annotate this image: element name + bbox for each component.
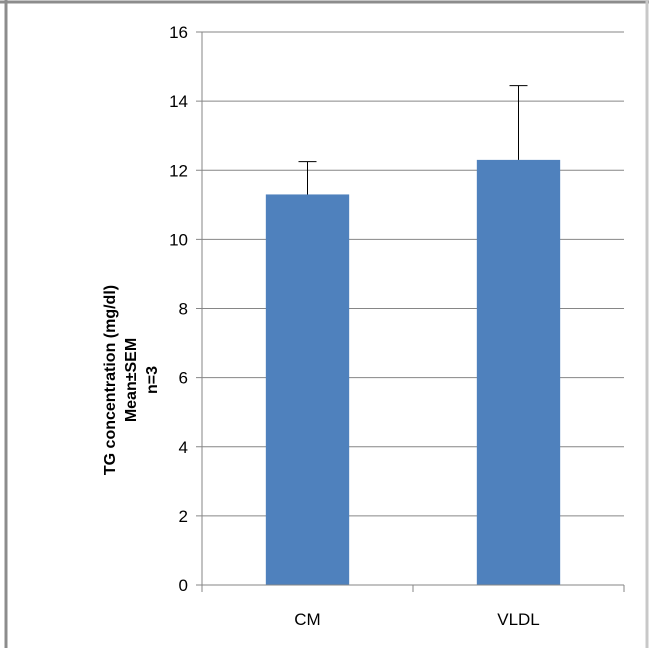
plot-area: 0 2 4 6 8 10 12 14 16 CM VLDL <box>169 23 625 629</box>
y-tick-label: 12 <box>169 161 188 180</box>
y-axis-label-line: n=3 <box>144 366 161 394</box>
y-tick-label: 16 <box>169 23 188 42</box>
bar-cm <box>265 194 350 585</box>
x-tick-label-cm: CM <box>294 610 320 629</box>
y-tick-label: 14 <box>169 92 188 111</box>
y-axis-label-line: TG concentration (mg/dl) <box>102 285 119 475</box>
x-tick-labels: CM VLDL <box>294 610 539 629</box>
y-tick-label: 2 <box>179 507 188 526</box>
y-axis-label: TG concentration (mg/dl) Mean±SEM n=3 <box>102 285 161 475</box>
x-tick-label-vldl: VLDL <box>497 610 540 629</box>
y-tick-label: 0 <box>179 576 188 595</box>
bar-vldl <box>476 159 561 585</box>
y-tick-label: 10 <box>169 230 188 249</box>
y-tick-label: 6 <box>179 369 188 388</box>
axes <box>196 31 625 592</box>
y-axis-label-line: Mean±SEM <box>123 338 140 422</box>
gridlines <box>202 31 624 517</box>
y-tick-labels: 0 2 4 6 8 10 12 14 16 <box>169 23 188 595</box>
y-tick-label: 4 <box>179 438 188 457</box>
error-bars <box>298 85 528 195</box>
y-tick-label: 8 <box>179 300 188 319</box>
bars <box>265 159 561 585</box>
